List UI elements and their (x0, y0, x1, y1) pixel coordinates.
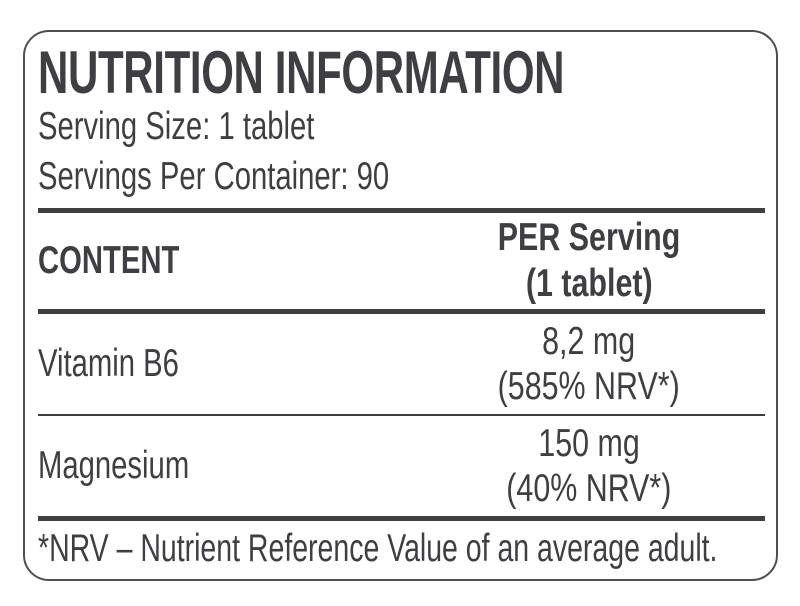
footnote: *NRV – Nutrient Reference Value of an av… (38, 521, 765, 577)
divider-header-thick (38, 309, 765, 314)
nutrient-name: Vitamin B6 (38, 342, 179, 385)
divider-row-thin (38, 414, 765, 416)
nutrient-amount: 150 mg (538, 422, 640, 465)
per-serving-header-line1: PER Serving (497, 216, 681, 259)
per-serving-header-line2: (1 tablet) (525, 262, 653, 305)
content-header: CONTENT (38, 239, 227, 283)
nutrient-value: 150 mg (40% NRV*) (413, 421, 765, 511)
nutrient-name: Magnesium (38, 444, 190, 487)
content-header-text: CONTENT (38, 239, 180, 282)
per-serving-header: PER Serving (1 tablet) (413, 215, 765, 307)
serving-size-line: Serving Size: 1 tablet (38, 102, 765, 152)
nutrient-nrv: (585% NRV*) (497, 365, 681, 408)
nutrient-amount: 8,2 mg (542, 320, 636, 363)
nutrient-value: 8,2 mg (585% NRV*) (413, 319, 765, 409)
servings-per-container-text: Servings Per Container: 90 (38, 155, 390, 198)
nutrient-row-magnesium: Magnesium 150 mg (40% NRV*) (38, 416, 765, 516)
serving-size-text: Serving Size: 1 tablet (38, 105, 315, 148)
label-title: NUTRITION INFORMATION (38, 39, 765, 106)
nutrient-nrv: (40% NRV*) (506, 467, 672, 510)
divider-bottom-thick (38, 516, 765, 521)
label-title-text: NUTRITION INFORMATION (38, 39, 565, 106)
footnote-text: *NRV – Nutrient Reference Value of an av… (38, 527, 718, 570)
table-header-row: CONTENT PER Serving (1 tablet) (38, 213, 765, 309)
nutrition-label: NUTRITION INFORMATION Serving Size: 1 ta… (23, 30, 778, 581)
nutrient-row-vitamin-b6: Vitamin B6 8,2 mg (585% NRV*) (38, 314, 765, 414)
divider-top-thick (38, 208, 765, 213)
servings-per-container-line: Servings Per Container: 90 (38, 152, 765, 202)
